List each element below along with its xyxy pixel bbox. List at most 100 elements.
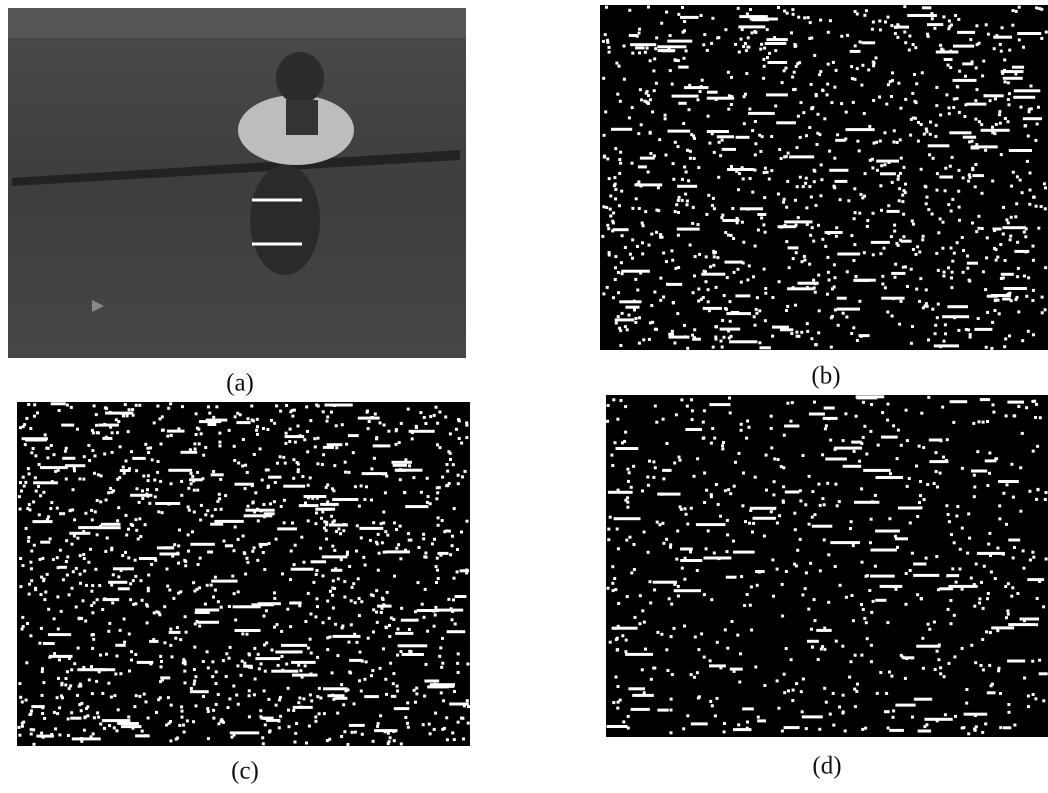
speckle <box>976 450 979 453</box>
speckle <box>734 461 737 464</box>
speckle <box>69 684 72 687</box>
speckle <box>53 453 56 456</box>
speckle <box>812 525 833 528</box>
speckle <box>728 337 731 340</box>
speckle <box>975 230 978 233</box>
speckle <box>844 412 847 415</box>
speckle <box>984 149 987 152</box>
speckle <box>1045 491 1048 494</box>
speckle <box>805 727 808 730</box>
speckle <box>208 423 217 426</box>
speckle <box>614 188 617 191</box>
speckle <box>73 535 76 538</box>
speckle <box>973 495 976 498</box>
speckle <box>644 210 647 213</box>
speckle <box>33 544 36 547</box>
speckle <box>649 601 652 604</box>
speckle <box>865 621 868 624</box>
speckle <box>909 134 912 137</box>
speckle <box>634 616 637 619</box>
speckle <box>314 720 317 723</box>
speckle <box>801 710 804 713</box>
speckle <box>1010 216 1013 219</box>
speckle <box>786 402 789 405</box>
speckle <box>1010 595 1013 598</box>
speckle <box>96 598 99 601</box>
speckle <box>850 50 861 53</box>
speckle <box>904 41 907 44</box>
speckle <box>727 108 730 111</box>
speckle <box>670 635 673 638</box>
speckle <box>197 563 200 566</box>
speckle <box>1012 556 1015 559</box>
speckle <box>278 726 281 729</box>
speckle <box>607 404 610 407</box>
speckle <box>82 666 85 669</box>
speckle <box>887 204 890 207</box>
speckle <box>950 400 968 403</box>
speckle <box>760 217 763 220</box>
speckle <box>696 671 699 674</box>
speckle <box>91 584 94 587</box>
speckle <box>859 334 870 337</box>
speckle <box>887 210 900 213</box>
speckle <box>852 326 855 329</box>
speckle <box>939 217 942 220</box>
speckle <box>48 633 71 636</box>
speckle <box>277 664 280 667</box>
speckle <box>446 470 449 473</box>
speckle <box>724 489 727 492</box>
speckle <box>782 466 785 469</box>
speckle <box>923 498 926 501</box>
speckle <box>764 167 767 170</box>
speckle <box>982 60 985 63</box>
speckle <box>776 679 779 682</box>
speckle <box>647 484 650 487</box>
speckle <box>992 411 995 414</box>
speckle <box>821 453 824 456</box>
speckle <box>250 405 253 408</box>
speckle <box>177 562 180 565</box>
speckle <box>379 421 382 424</box>
speckle <box>1007 613 1010 616</box>
speckle <box>813 170 816 173</box>
speckle <box>83 557 86 560</box>
speckle <box>879 252 882 255</box>
speckle <box>447 598 450 601</box>
speckle <box>808 126 811 129</box>
speckle <box>298 697 301 700</box>
speckle <box>705 280 708 283</box>
speckle <box>1004 337 1007 340</box>
speckle <box>795 564 798 567</box>
speckle <box>32 500 35 503</box>
speckle <box>25 699 28 702</box>
speckle <box>916 593 919 596</box>
speckle <box>214 589 217 592</box>
speckle <box>901 656 904 659</box>
speckle <box>689 244 692 247</box>
speckle <box>794 304 797 307</box>
speckle <box>692 291 695 294</box>
speckle <box>738 681 741 684</box>
speckle <box>954 14 957 17</box>
speckle <box>417 609 439 612</box>
speckle <box>91 647 94 650</box>
speckle <box>134 518 137 521</box>
speckle <box>654 328 657 331</box>
speckle <box>68 593 71 596</box>
speckle <box>805 571 808 574</box>
speckle <box>289 602 302 605</box>
speckle <box>1045 558 1048 561</box>
speckle <box>829 169 848 172</box>
speckle <box>653 154 656 157</box>
speckle <box>758 309 761 312</box>
speckle <box>863 617 866 620</box>
speckle <box>392 618 395 621</box>
speckle <box>28 472 31 475</box>
speckle <box>460 442 463 445</box>
speckle <box>628 687 645 690</box>
speckle <box>837 324 840 327</box>
speckle <box>920 597 923 600</box>
speckle <box>348 434 359 437</box>
speckle <box>998 480 1019 483</box>
